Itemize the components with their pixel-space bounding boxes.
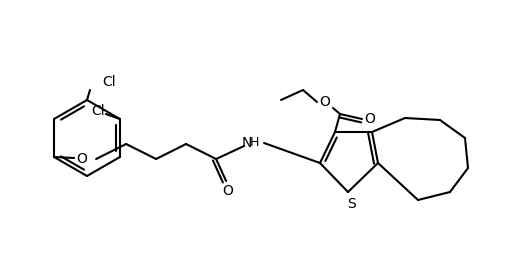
Text: O: O xyxy=(319,95,330,109)
Text: N: N xyxy=(242,136,252,150)
Text: S: S xyxy=(348,197,356,211)
Text: O: O xyxy=(77,152,88,166)
Text: Cl: Cl xyxy=(102,75,116,89)
Text: O: O xyxy=(223,184,233,198)
Text: Cl: Cl xyxy=(91,104,105,118)
Text: O: O xyxy=(365,112,375,126)
Text: H: H xyxy=(249,136,259,149)
